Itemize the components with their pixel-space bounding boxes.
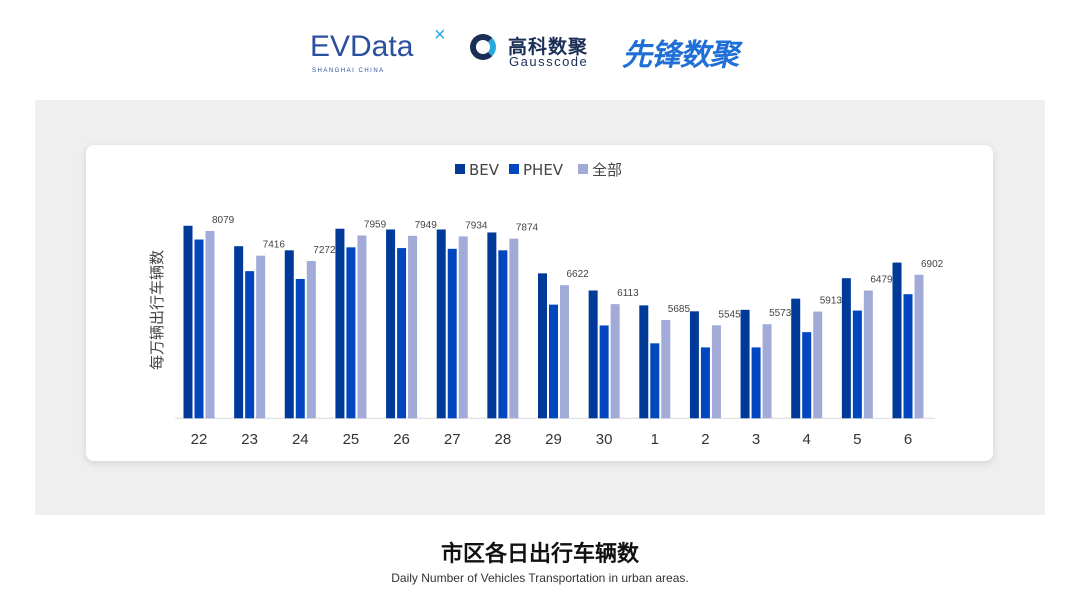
data-label-24: 7272 bbox=[313, 245, 336, 256]
chart-title: 市区各日出行车辆数 bbox=[440, 541, 639, 566]
evdata-logo-sub: SHANGHAI CHINA bbox=[312, 68, 385, 74]
x-tick-label-25: 25 bbox=[343, 431, 360, 448]
bar-全部-1 bbox=[661, 320, 671, 419]
bar-bev-25 bbox=[335, 228, 345, 419]
evdata-logo-mark: × bbox=[434, 24, 446, 46]
bar-phev-2 bbox=[700, 347, 710, 419]
bar-phev-25 bbox=[346, 247, 356, 419]
x-tick-label-28: 28 bbox=[495, 431, 512, 448]
bar-全部-4 bbox=[813, 311, 823, 419]
x-tick-label-6: 6 bbox=[904, 431, 912, 448]
bar-bev-22 bbox=[183, 225, 193, 419]
bar-bev-3 bbox=[740, 309, 750, 419]
bar-bev-6 bbox=[892, 262, 902, 419]
x-tick-label-23: 23 bbox=[241, 431, 258, 448]
bar-phev-24 bbox=[295, 278, 305, 419]
bar-全部-30 bbox=[610, 304, 620, 419]
bar-phev-28 bbox=[498, 250, 508, 419]
bar-phev-5 bbox=[852, 310, 862, 419]
bar-全部-28 bbox=[509, 238, 519, 419]
legend-swatch-BEV bbox=[455, 164, 465, 174]
x-tick-label-3: 3 bbox=[752, 431, 760, 448]
bar-全部-25 bbox=[357, 235, 367, 419]
x-tick-label-22: 22 bbox=[191, 431, 208, 448]
data-label-1: 5685 bbox=[668, 304, 691, 315]
y-axis-label: 每万辆出行车辆数 bbox=[148, 250, 166, 370]
bar-phev-29 bbox=[549, 304, 558, 419]
legend-label-BEV: BEV bbox=[469, 161, 500, 179]
bar-全部-22 bbox=[205, 231, 215, 419]
bar-bev-2 bbox=[689, 311, 699, 419]
bar-phev-1 bbox=[650, 343, 660, 419]
bar-bev-24 bbox=[284, 250, 294, 419]
bar-全部-23 bbox=[256, 255, 266, 419]
bar-全部-29 bbox=[560, 285, 569, 419]
data-label-28: 7874 bbox=[516, 223, 539, 234]
bar-phev-22 bbox=[194, 239, 204, 419]
x-tick-label-27: 27 bbox=[444, 431, 461, 448]
data-label-23: 7416 bbox=[263, 240, 286, 251]
bar-bev-26 bbox=[386, 229, 396, 419]
x-tick-label-2: 2 bbox=[701, 431, 709, 448]
logo-bar: EVData × SHANGHAI CHINA 高科数聚 Gausscode 先… bbox=[0, 24, 1080, 74]
x-tick-label-29: 29 bbox=[545, 431, 562, 448]
bar-phev-30 bbox=[599, 325, 609, 419]
x-tick-label-30: 30 bbox=[596, 431, 613, 448]
legend-label-全部: 全部 bbox=[592, 161, 622, 179]
data-label-26: 7949 bbox=[415, 220, 438, 231]
x-tick-label-26: 26 bbox=[393, 431, 410, 448]
bar-全部-2 bbox=[711, 325, 721, 419]
data-label-22: 8079 bbox=[212, 215, 235, 226]
bar-bev-1 bbox=[639, 305, 649, 419]
legend-swatch-全部 bbox=[578, 164, 588, 174]
xianfeng-logo: 先锋数聚 bbox=[622, 39, 739, 72]
bar-全部-26 bbox=[408, 235, 418, 419]
bar-phev-6 bbox=[903, 294, 913, 419]
data-label-4: 5913 bbox=[820, 296, 843, 307]
bar-phev-4 bbox=[802, 332, 812, 419]
data-label-6: 6902 bbox=[921, 259, 944, 270]
bar-phev-23 bbox=[245, 271, 255, 419]
bar-全部-24 bbox=[306, 261, 316, 419]
bar-bev-27 bbox=[436, 229, 446, 419]
bar-全部-3 bbox=[762, 324, 772, 419]
data-label-30: 6113 bbox=[617, 288, 639, 299]
x-tick-label-1: 1 bbox=[651, 431, 659, 448]
evdata-logo-text: EVData bbox=[310, 30, 414, 63]
bar-phev-3 bbox=[751, 347, 761, 419]
gausscode-logo-en: Gausscode bbox=[509, 54, 589, 69]
bar-bev-29 bbox=[538, 273, 547, 419]
bar-bev-4 bbox=[791, 298, 801, 419]
x-tick-label-5: 5 bbox=[853, 431, 861, 448]
data-label-27: 7934 bbox=[465, 220, 488, 231]
gausscode-logo-cn: 高科数聚 bbox=[508, 37, 589, 58]
data-label-5: 6479 bbox=[870, 275, 893, 286]
bar-全部-27 bbox=[458, 236, 468, 419]
bar-bev-28 bbox=[487, 232, 497, 419]
data-label-25: 7959 bbox=[364, 219, 387, 230]
bar-bev-30 bbox=[588, 290, 598, 419]
gausscode-logo-icon bbox=[470, 34, 496, 60]
bar-全部-5 bbox=[863, 290, 873, 419]
data-label-2: 5545 bbox=[718, 309, 741, 320]
data-label-3: 5573 bbox=[769, 308, 792, 319]
bar-bev-23 bbox=[234, 246, 244, 419]
bar-bev-5 bbox=[841, 278, 851, 419]
bar-全部-6 bbox=[914, 274, 924, 419]
chart-subtitle: Daily Number of Vehicles Transportation … bbox=[391, 571, 689, 585]
bar-phev-26 bbox=[397, 248, 407, 419]
x-tick-label-4: 4 bbox=[803, 431, 811, 448]
legend-label-PHEV: PHEV bbox=[523, 161, 564, 179]
data-label-29: 6622 bbox=[567, 269, 590, 280]
x-tick-label-24: 24 bbox=[292, 431, 309, 448]
evdata-logo: EVData × SHANGHAI CHINA bbox=[310, 24, 446, 74]
bar-phev-27 bbox=[447, 248, 457, 419]
legend-swatch-PHEV bbox=[509, 164, 519, 174]
